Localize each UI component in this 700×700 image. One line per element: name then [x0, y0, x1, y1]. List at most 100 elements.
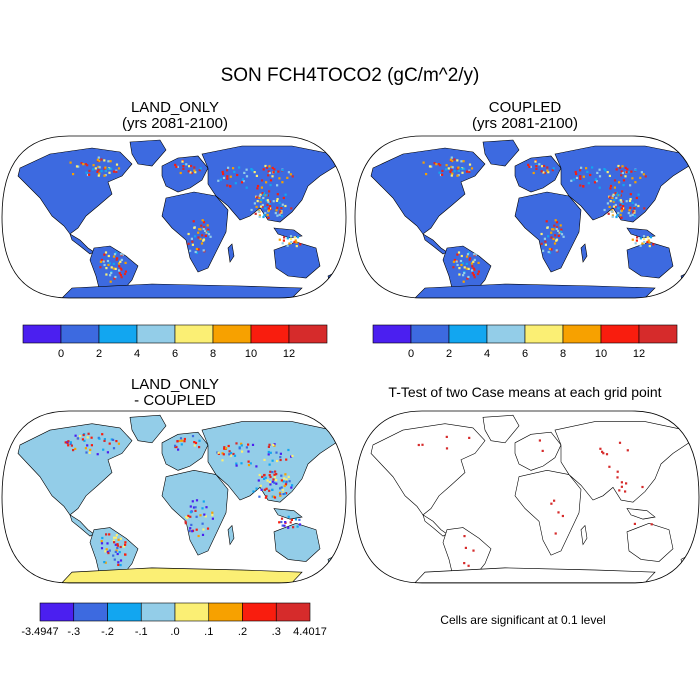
grid-cell: [266, 199, 269, 202]
grid-cell: [259, 205, 263, 208]
grid-cell: [625, 200, 628, 203]
grid-cell: [555, 227, 558, 231]
grid-cell: [264, 476, 267, 479]
grid-cell: [88, 451, 91, 454]
grid-cell: [265, 166, 269, 169]
grid-cell: [101, 433, 104, 436]
grid-cell: [264, 211, 267, 215]
grid-cell: [462, 160, 465, 163]
grid-cell: [544, 243, 547, 246]
grid-cell: [465, 255, 469, 258]
grid-cell: [118, 269, 121, 272]
grid-cell: [174, 163, 177, 166]
grid-cell: [103, 263, 106, 267]
grid-cell: [456, 174, 459, 177]
grid-cell: [640, 171, 643, 174]
grid-cell: [278, 521, 281, 524]
grid-cell: [115, 163, 119, 166]
grid-cell: [609, 200, 612, 203]
grid-cell: [182, 167, 185, 170]
grid-cell: [631, 213, 634, 216]
grid-cell: [445, 435, 448, 438]
grid-cell: [221, 452, 224, 455]
grid-cell: [92, 164, 95, 167]
grid-cell: [575, 172, 578, 176]
grid-cell: [197, 236, 200, 239]
hotspot-cells: [69, 156, 302, 283]
colorbar-box: [107, 602, 142, 622]
grid-cell: [191, 500, 194, 503]
grid-cell: [103, 253, 106, 256]
grid-cell: [618, 194, 621, 197]
grid-cell: [287, 475, 290, 478]
grid-cell: [598, 175, 602, 178]
grid-cell: [119, 274, 122, 277]
grid-cell: [453, 170, 456, 173]
grid-cell: [261, 203, 264, 207]
grid-cell: [199, 228, 202, 231]
grid-cell: [294, 518, 298, 521]
grid-cell: [628, 209, 631, 212]
grid-cell: [468, 163, 472, 166]
grid-cell: [465, 170, 469, 173]
grid-cell: [106, 550, 109, 553]
panel-subtitle-land-only: (yrs 2081-2100): [122, 115, 228, 132]
grid-cell: [280, 207, 283, 210]
grid-cell: [626, 168, 629, 171]
grid-cell: [616, 214, 619, 217]
grid-cell: [228, 450, 231, 453]
grid-cell: [559, 224, 562, 227]
grid-cell: [70, 444, 73, 447]
grid-cell: [268, 202, 271, 205]
panel-title-ttest: T-Test of two Case means at each grid po…: [388, 384, 661, 400]
grid-cell: [469, 257, 472, 260]
colorbar-land-only: 0 2 4 6 8 10 12: [22, 324, 328, 360]
grid-cell: [280, 517, 284, 520]
grid-cell: [594, 178, 597, 181]
grid-cell: [611, 215, 614, 218]
grid-cell: [227, 166, 230, 169]
grid-cell: [90, 444, 93, 447]
grid-cell: [467, 564, 470, 567]
grid-cell: [557, 511, 560, 514]
grid-cell: [553, 242, 557, 245]
grid-cell: [110, 271, 113, 275]
grid-cell: [261, 475, 264, 478]
grid-cell: [614, 192, 617, 195]
grid-cell: [609, 187, 612, 190]
colorbar-box: [600, 324, 640, 344]
grid-cell: [115, 440, 118, 443]
grid-cell: [608, 174, 611, 177]
grid-cell: [276, 206, 279, 209]
grid-cell: [636, 236, 639, 239]
grid-cell: [275, 199, 279, 202]
grid-cell: [473, 258, 476, 261]
grid-cell: [546, 226, 549, 229]
grid-cell: [109, 274, 112, 277]
grid-cell: [120, 258, 123, 261]
grid-cell: [280, 520, 283, 524]
grid-cell: [284, 521, 287, 524]
grid-cell: [633, 522, 636, 525]
grid-cell: [643, 237, 646, 240]
grid-cell: [464, 546, 467, 549]
grid-cell: [195, 499, 199, 502]
grid-cell: [108, 262, 111, 265]
grid-cell: [468, 436, 471, 439]
grid-cell: [262, 168, 265, 171]
grid-cell: [417, 443, 420, 447]
grid-cell: [258, 214, 261, 217]
grid-cell: [288, 480, 291, 483]
grid-cell: [89, 448, 92, 451]
grid-cell: [456, 253, 459, 256]
grid-cell: [206, 527, 210, 530]
grid-cell: [610, 210, 613, 213]
grid-cell: [202, 528, 205, 531]
grid-cell: [112, 554, 115, 557]
grid-cell: [199, 514, 202, 517]
map-difference: [1, 410, 347, 584]
grid-cell: [117, 538, 120, 541]
grid-cell: [472, 274, 475, 277]
grid-cell: [544, 240, 547, 243]
grid-cell: [579, 169, 582, 172]
